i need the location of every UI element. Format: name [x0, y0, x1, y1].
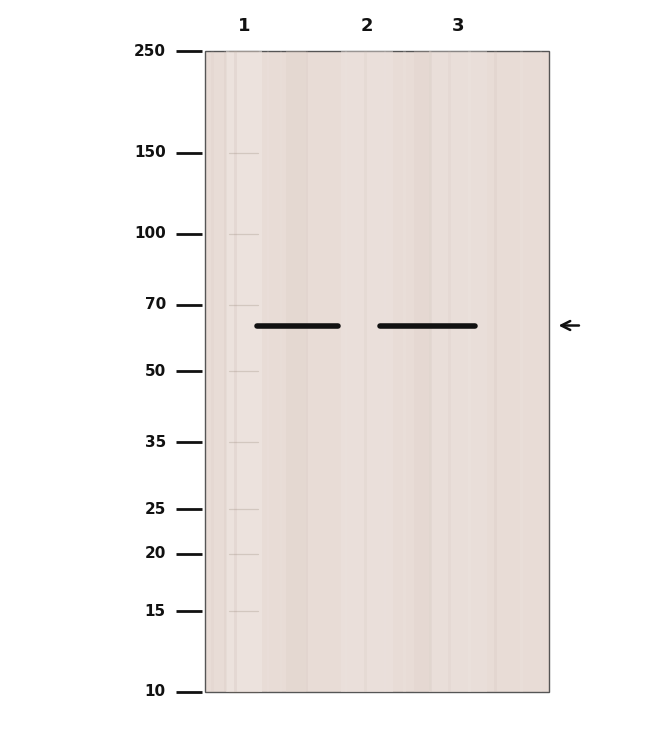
Bar: [266, 51, 269, 692]
Bar: [205, 51, 549, 692]
Bar: [494, 51, 497, 692]
Bar: [415, 51, 431, 692]
Text: 10: 10: [144, 684, 166, 699]
Text: 20: 20: [144, 546, 166, 561]
Text: 250: 250: [134, 44, 166, 59]
Bar: [234, 51, 237, 692]
Text: 100: 100: [134, 226, 166, 241]
Bar: [429, 51, 488, 692]
Bar: [344, 51, 347, 692]
Text: 1: 1: [237, 17, 250, 34]
Text: 50: 50: [144, 364, 166, 379]
Bar: [211, 51, 214, 692]
Bar: [384, 51, 386, 692]
Text: 2: 2: [361, 17, 374, 34]
Text: 25: 25: [144, 502, 166, 517]
Bar: [226, 51, 261, 692]
Bar: [341, 51, 393, 692]
Bar: [364, 51, 367, 692]
Text: 3: 3: [452, 17, 465, 34]
Bar: [224, 51, 227, 692]
Bar: [448, 51, 451, 692]
Text: 35: 35: [144, 435, 166, 450]
Text: 15: 15: [144, 604, 166, 619]
Bar: [429, 51, 432, 692]
Bar: [468, 51, 471, 692]
Bar: [286, 51, 306, 692]
Text: 70: 70: [144, 297, 166, 312]
Bar: [280, 51, 282, 692]
Bar: [540, 51, 542, 692]
Bar: [520, 51, 523, 692]
Text: 150: 150: [134, 146, 166, 160]
Bar: [306, 51, 308, 692]
Bar: [403, 51, 406, 692]
